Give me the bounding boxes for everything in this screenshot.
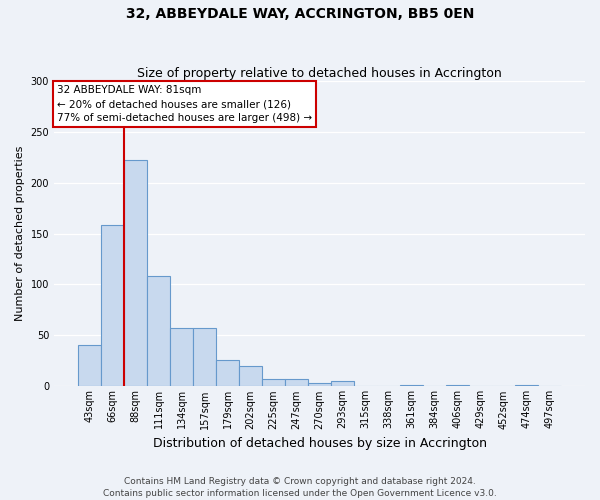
Bar bbox=[170, 328, 193, 386]
Text: Contains HM Land Registry data © Crown copyright and database right 2024.
Contai: Contains HM Land Registry data © Crown c… bbox=[103, 476, 497, 498]
Bar bbox=[124, 160, 147, 386]
Bar bbox=[262, 380, 285, 386]
Bar bbox=[308, 384, 331, 386]
Bar bbox=[193, 328, 216, 386]
Bar bbox=[331, 382, 354, 386]
Bar bbox=[78, 344, 101, 387]
Text: 32 ABBEYDALE WAY: 81sqm
← 20% of detached houses are smaller (126)
77% of semi-d: 32 ABBEYDALE WAY: 81sqm ← 20% of detache… bbox=[56, 86, 312, 124]
Text: 32, ABBEYDALE WAY, ACCRINGTON, BB5 0EN: 32, ABBEYDALE WAY, ACCRINGTON, BB5 0EN bbox=[126, 8, 474, 22]
Bar bbox=[216, 360, 239, 386]
Bar bbox=[239, 366, 262, 386]
Bar bbox=[147, 276, 170, 386]
Bar bbox=[285, 380, 308, 386]
X-axis label: Distribution of detached houses by size in Accrington: Distribution of detached houses by size … bbox=[152, 437, 487, 450]
Title: Size of property relative to detached houses in Accrington: Size of property relative to detached ho… bbox=[137, 66, 502, 80]
Y-axis label: Number of detached properties: Number of detached properties bbox=[15, 146, 25, 321]
Bar bbox=[101, 226, 124, 386]
